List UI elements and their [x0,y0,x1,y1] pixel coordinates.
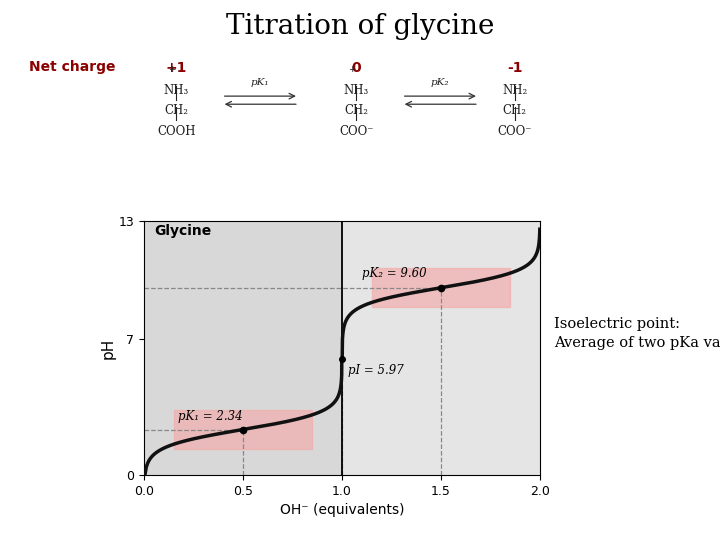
Text: pK₂: pK₂ [431,78,449,87]
Text: CH₂: CH₂ [344,104,369,117]
Text: pK₁: pK₁ [251,78,269,87]
Text: Isoelectric point:: Isoelectric point: [554,317,680,331]
Text: -1: -1 [507,60,523,75]
Text: Net charge: Net charge [29,60,115,75]
Y-axis label: pH: pH [101,338,116,359]
Text: COO⁻: COO⁻ [498,125,532,138]
Text: COO⁻: COO⁻ [339,125,374,138]
Text: NH₃: NH₃ [343,84,369,97]
Text: COOH: COOH [157,125,196,138]
Bar [342,221,540,475]
Text: +: + [348,65,356,74]
Text: Glycine: Glycine [154,224,211,238]
Text: Titration of glycine: Titration of glycine [226,14,494,40]
Bar [372,268,510,307]
Text: pK₁ = 2.34: pK₁ = 2.34 [178,410,243,423]
Text: CH₂: CH₂ [503,104,527,117]
Text: pK₂ = 9.60: pK₂ = 9.60 [362,267,426,280]
Bar [144,221,342,475]
X-axis label: OH⁻ (equivalents): OH⁻ (equivalents) [280,503,404,517]
Text: NH₂: NH₂ [502,84,528,97]
Text: NH₃: NH₃ [163,84,189,97]
Text: +: + [168,65,176,74]
Text: Average of two pKa values: Average of two pKa values [554,336,720,350]
Text: 0: 0 [351,60,361,75]
Text: CH₂: CH₂ [164,104,189,117]
Bar [174,410,312,449]
Text: +1: +1 [166,60,187,75]
Text: pI = 5.97: pI = 5.97 [348,364,404,377]
